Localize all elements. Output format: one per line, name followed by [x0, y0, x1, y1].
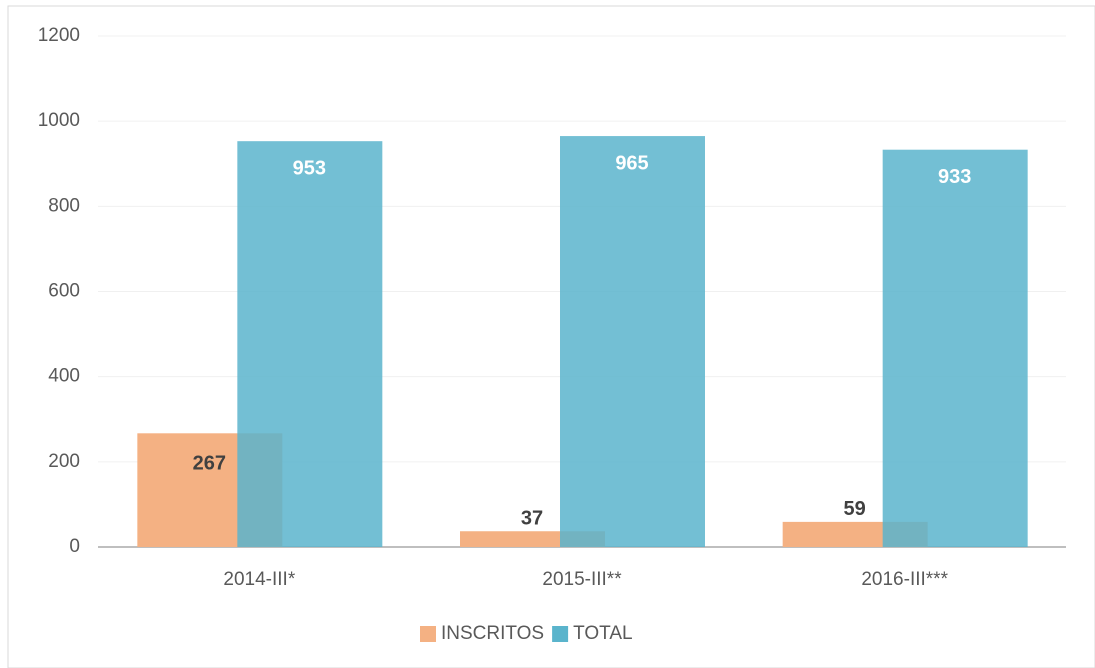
- legend-swatch: [552, 626, 569, 642]
- data-label: 37: [521, 508, 543, 530]
- data-label: 933: [938, 166, 971, 188]
- y-tick-label: 200: [48, 451, 80, 472]
- legend-label: TOTAL: [573, 623, 632, 644]
- x-tick-label: 2014-III*: [223, 569, 295, 590]
- x-tick-label: 2016-III***: [861, 569, 948, 590]
- bar: [237, 141, 383, 547]
- data-label: 965: [615, 152, 648, 174]
- y-tick-label: 1200: [38, 25, 80, 46]
- legend-swatch: [420, 626, 436, 642]
- data-label: 953: [293, 157, 326, 179]
- y-tick-label: 600: [48, 281, 80, 302]
- data-label: 59: [844, 498, 866, 520]
- bar: [882, 149, 1028, 547]
- bar: [560, 136, 705, 547]
- y-tick-label: 400: [48, 366, 80, 387]
- y-tick-label: 0: [69, 536, 80, 557]
- legend-label: INSCRITOS: [441, 623, 544, 644]
- y-tick-label: 1000: [38, 110, 80, 131]
- data-label: 267: [193, 453, 226, 475]
- x-tick-label: 2015-III**: [542, 569, 622, 590]
- y-tick-label: 800: [48, 195, 80, 216]
